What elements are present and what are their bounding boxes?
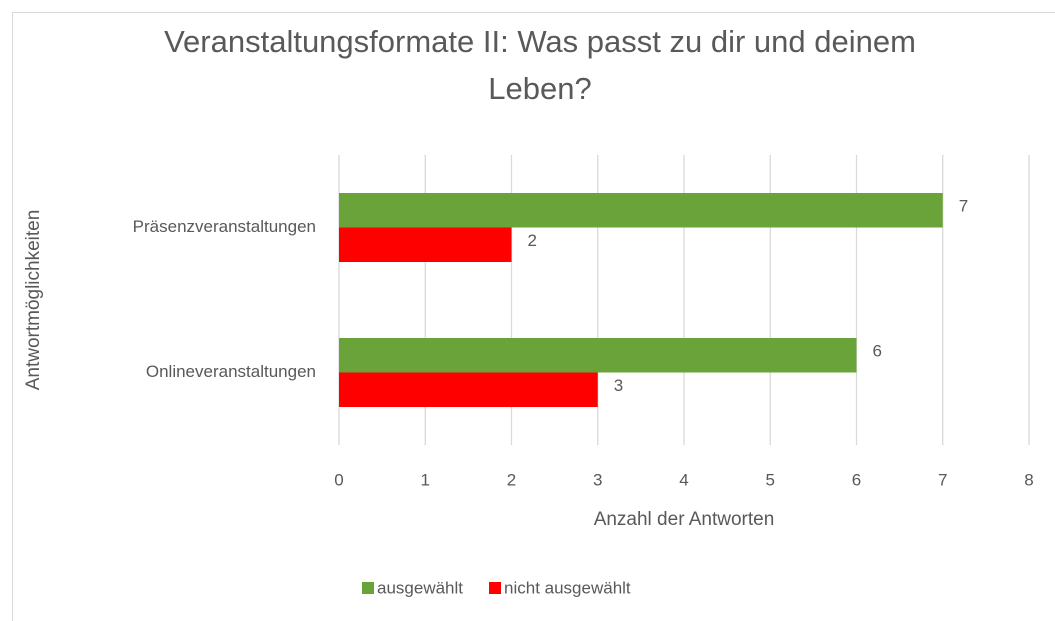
legend-label: ausgewählt [377,578,463,597]
x-tick-label: 4 [679,470,688,489]
data-label: 7 [959,197,968,216]
data-label: 3 [614,376,623,395]
x-tick-label: 8 [1024,470,1033,489]
data-label: 6 [873,342,882,361]
legend-swatch [489,582,502,594]
x-tick-label: 7 [938,470,947,489]
bar [339,193,943,228]
x-tick-label: 2 [507,470,516,489]
legend-label: nicht ausgewählt [504,578,631,597]
y-tick-label: Onlineveranstaltungen [146,362,316,381]
data-label: 2 [528,231,537,250]
legend-swatch [362,582,374,594]
y-axis-title: Antwortmöglichkeiten [23,210,44,391]
chart-frame [12,12,1055,621]
bar [339,227,512,262]
y-tick-label: Präsenzveranstaltungen [133,217,316,236]
x-axis-title: Anzahl der Antworten [594,509,775,530]
bar [339,372,598,407]
x-tick-label: 0 [334,470,343,489]
bar [339,338,857,373]
x-tick-label: 1 [421,470,430,489]
chart-title: Veranstaltungsformate II: Was passt zu d… [164,24,916,106]
x-tick-label: 6 [852,470,861,489]
x-tick-label: 3 [593,470,602,489]
x-tick-label: 5 [766,470,775,489]
